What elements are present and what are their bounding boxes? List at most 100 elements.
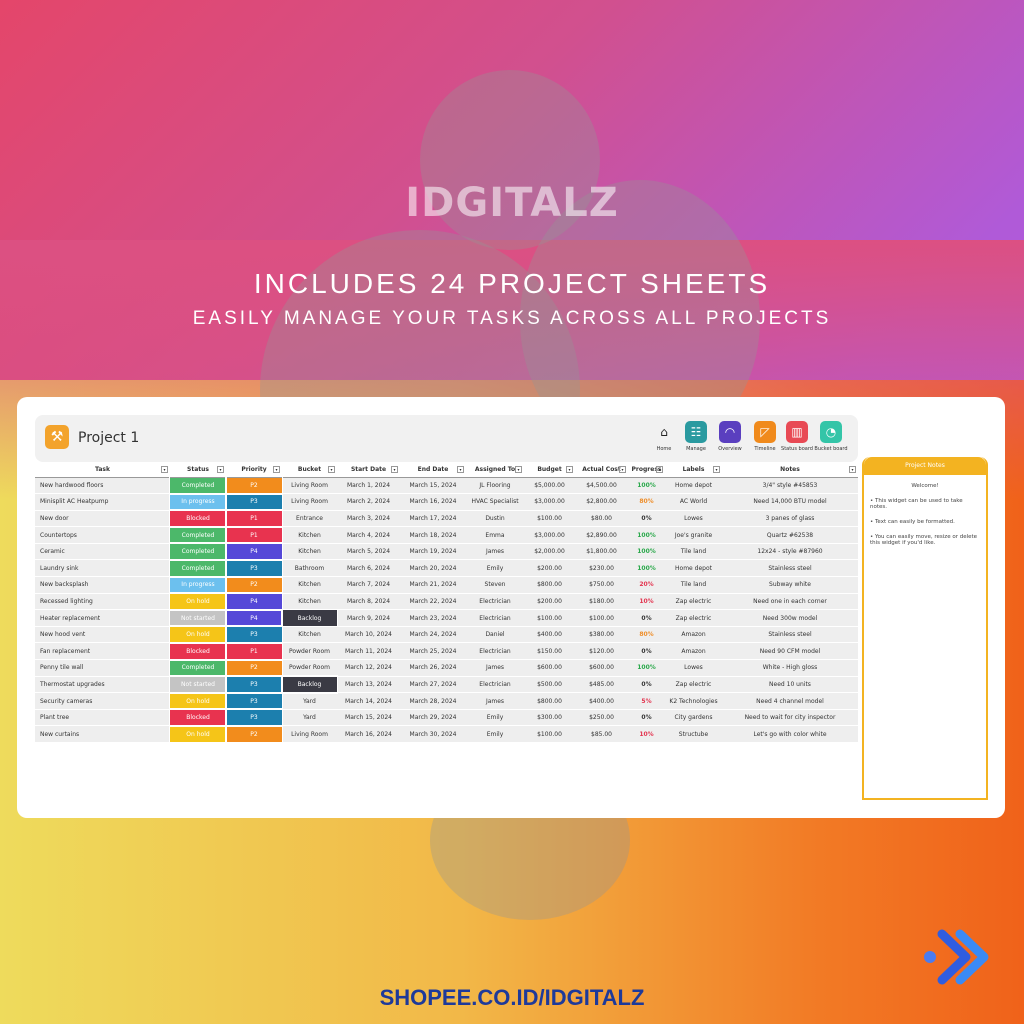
cell-bucket[interactable]: Kitchen [282, 593, 337, 611]
column-header[interactable]: Labels ▾ [665, 462, 722, 478]
cell-end-date[interactable]: March 23, 2024 [400, 609, 466, 627]
cell-end-date[interactable]: March 29, 2024 [400, 709, 466, 727]
cell-labels[interactable]: Lowes [665, 659, 722, 677]
cell-end-date[interactable]: March 17, 2024 [400, 510, 466, 528]
cell-bucket[interactable]: Yard [282, 692, 337, 710]
cell-bucket[interactable]: Living Room [282, 493, 337, 511]
cell-bucket[interactable]: Entrance [282, 510, 337, 528]
cell-notes[interactable]: White - High gloss [722, 659, 858, 677]
cell-bucket[interactable]: Living Room [282, 725, 337, 743]
project-notes-widget[interactable]: Project Notes Welcome! • This widget can… [862, 457, 988, 800]
cell-start-date[interactable]: March 12, 2024 [337, 659, 400, 677]
cell-status[interactable]: On hold [169, 724, 227, 744]
cell-assigned-to[interactable]: Emily [466, 559, 524, 578]
cell-task[interactable]: New backsplash [35, 576, 170, 594]
cell-budget[interactable]: $800.00 [524, 576, 575, 594]
cell-start-date[interactable]: March 7, 2024 [337, 576, 400, 594]
column-header[interactable]: Notes ▾ [722, 462, 858, 478]
filter-dropdown-icon[interactable]: ▾ [566, 466, 573, 473]
nav-bucket-board-button[interactable]: ◔ Bucket board [814, 421, 848, 452]
cell-budget[interactable]: $100.00 [524, 609, 575, 627]
cell-bucket[interactable]: Kitchen [282, 543, 337, 561]
cell-task[interactable]: Minisplit AC Heatpump [35, 493, 170, 511]
cell-progress[interactable]: 100% [628, 477, 665, 495]
table-row[interactable]: New door Blocked P1 Entrance March 3, 2024 Ma… [35, 509, 858, 528]
cell-assigned-to[interactable]: Emma [466, 526, 524, 544]
cell-status[interactable]: Blocked [169, 708, 227, 727]
cell-task[interactable]: Security cameras [35, 692, 170, 710]
cell-budget[interactable]: $600.00 [524, 659, 575, 677]
cell-progress[interactable]: 20% [628, 576, 665, 594]
cell-assigned-to[interactable]: James [466, 692, 524, 710]
cell-start-date[interactable]: March 2, 2024 [337, 493, 400, 511]
filter-dropdown-icon[interactable]: ▾ [619, 466, 626, 473]
cell-notes[interactable]: 3 panes of glass [722, 510, 858, 528]
table-row[interactable]: Thermostat upgrades Not started P3 Backlog M… [35, 675, 858, 694]
nav-status-board-button[interactable]: ▥ Status board [780, 421, 814, 452]
cell-status[interactable]: Completed [169, 525, 227, 545]
cell-budget[interactable]: $3,000.00 [524, 493, 575, 511]
cell-task[interactable]: Penny tile wall [35, 659, 170, 677]
cell-bucket[interactable]: Kitchen [282, 626, 337, 644]
cell-notes[interactable]: Let's go with color white [722, 725, 858, 743]
cell-notes[interactable]: Need 4 channel model [722, 692, 858, 710]
cell-progress[interactable]: 10% [628, 593, 665, 611]
table-row[interactable]: Recessed lighting On hold P4 Kitchen March 8… [35, 592, 858, 611]
cell-progress[interactable]: 0% [628, 609, 665, 627]
cell-start-date[interactable]: March 3, 2024 [337, 510, 400, 528]
cell-budget[interactable]: $300.00 [524, 709, 575, 727]
cell-status[interactable]: Completed [169, 476, 227, 495]
cell-notes[interactable]: Need to wait for city inspector [722, 709, 858, 727]
cell-start-date[interactable]: March 6, 2024 [337, 559, 400, 578]
cell-assigned-to[interactable]: Daniel [466, 626, 524, 644]
cell-assigned-to[interactable]: Electrician [466, 676, 524, 694]
cell-progress[interactable]: 100% [628, 659, 665, 677]
cell-actual-cost[interactable]: $400.00 [575, 692, 628, 710]
cell-labels[interactable]: Structube [665, 725, 722, 743]
cell-actual-cost[interactable]: $485.00 [575, 676, 628, 694]
cell-priority[interactable]: P4 [225, 542, 283, 561]
cell-assigned-to[interactable]: James [466, 543, 524, 561]
table-row[interactable]: Security cameras On hold P3 Yard March 14, 2… [35, 691, 858, 711]
cell-start-date[interactable]: March 13, 2024 [337, 676, 400, 694]
cell-progress[interactable]: 0% [628, 709, 665, 727]
cell-status[interactable]: In progress [169, 492, 227, 512]
cell-priority[interactable]: P1 [225, 641, 283, 661]
cell-priority[interactable]: P4 [225, 608, 283, 628]
cell-status[interactable]: Blocked [169, 641, 227, 661]
cell-notes[interactable]: 3/4" style #45853 [722, 477, 858, 495]
cell-start-date[interactable]: March 14, 2024 [337, 692, 400, 710]
cell-priority[interactable]: P1 [225, 525, 283, 545]
footer-url[interactable]: SHOPEE.CO.ID/IDGITALZ [379, 985, 645, 1010]
table-row[interactable]: Laundry sink Completed P3 Bathroom March 6, … [35, 558, 858, 578]
table-row[interactable]: New hood vent On hold P3 Kitchen March 10, 2… [35, 625, 858, 644]
filter-dropdown-icon[interactable]: ▾ [161, 466, 168, 473]
cell-priority[interactable]: P3 [225, 708, 283, 727]
table-row[interactable]: Plant tree Blocked P3 Yard March 15, 2024 Mar… [35, 708, 858, 727]
cell-bucket[interactable]: Backlog [281, 608, 338, 628]
cell-bucket[interactable]: Living Room [282, 477, 337, 495]
column-header[interactable]: Progress ▾ [628, 462, 665, 478]
table-row[interactable]: Countertops Completed P1 Kitchen March 4, 20… [35, 525, 858, 545]
cell-end-date[interactable]: March 30, 2024 [400, 725, 466, 743]
cell-progress[interactable]: 80% [628, 493, 665, 511]
cell-actual-cost[interactable]: $100.00 [575, 609, 628, 627]
cell-labels[interactable]: Home depot [665, 559, 722, 578]
cell-notes[interactable]: Need 300w model [722, 609, 858, 627]
cell-budget[interactable]: $2,000.00 [524, 543, 575, 561]
cell-priority[interactable]: P3 [225, 675, 283, 694]
cell-actual-cost[interactable]: $230.00 [575, 559, 628, 578]
nav-home-button[interactable]: ⌂ Home [647, 421, 681, 452]
column-header[interactable]: Assigned To ▾ [466, 462, 524, 478]
cell-labels[interactable]: Tile land [665, 576, 722, 594]
cell-bucket[interactable]: Kitchen [282, 526, 337, 544]
cell-start-date[interactable]: March 4, 2024 [337, 526, 400, 544]
nav-timeline-button[interactable]: ◸ Timeline [748, 421, 782, 452]
column-header[interactable]: Start Date ▾ [337, 462, 400, 478]
filter-dropdown-icon[interactable]: ▾ [849, 466, 856, 473]
cell-notes[interactable]: Need one in each corner [722, 593, 858, 611]
cell-notes[interactable]: Need 90 CFM model [722, 642, 858, 661]
filter-dropdown-icon[interactable]: ▾ [328, 466, 335, 473]
cell-budget[interactable]: $800.00 [524, 692, 575, 710]
column-header[interactable]: Task ▾ [35, 462, 170, 478]
